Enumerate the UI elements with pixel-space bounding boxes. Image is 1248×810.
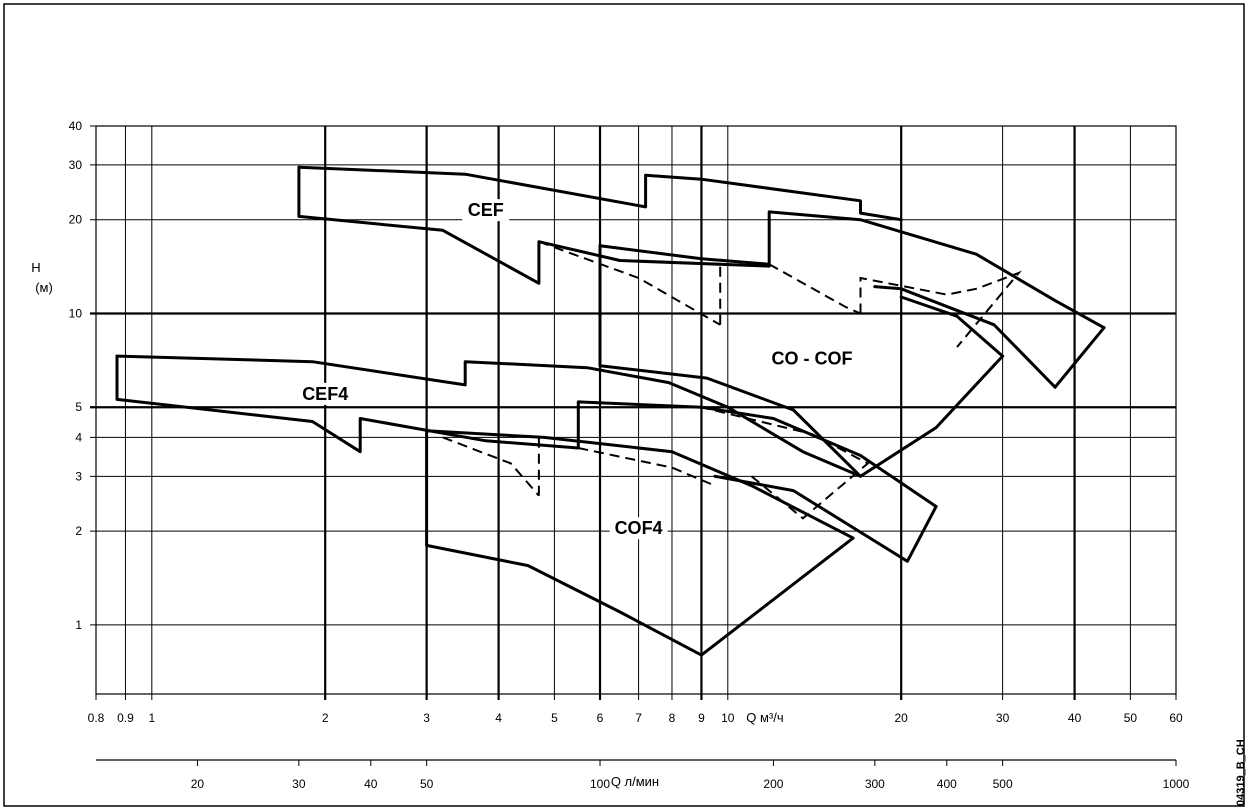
- performance-curve: [115, 354, 862, 478]
- performance-curve: [425, 429, 703, 657]
- region-label-text: CEF4: [302, 384, 348, 404]
- dashed-curve: [859, 270, 1022, 348]
- y-axis-unit: (м): [35, 280, 53, 295]
- x-axis-title-top: Q м³/ч: [746, 710, 783, 725]
- outer-border: [3, 3, 1245, 807]
- performance-curve: [425, 429, 855, 657]
- dashed-curve: [538, 240, 721, 326]
- region-label: COF4: [609, 517, 668, 540]
- x-tick-label-bottom: 500: [993, 777, 1013, 791]
- axes: 0.8 0.9 1 2 3 4 5 6 7 8 9 10 20 30 40 50 60 1 2 3 4 5 10 20 30 40…: [69, 119, 1190, 791]
- x-tick-label-bottom: 400: [937, 777, 957, 791]
- region-label-bg: [609, 517, 668, 540]
- performance-curve: [598, 244, 1005, 478]
- x-tick-label-bottom: 40: [364, 777, 378, 791]
- x-tick-label-bottom: 300: [865, 777, 885, 791]
- performance-curve: [873, 285, 1057, 389]
- x-tick-label-top: 7: [635, 711, 642, 725]
- dashed-curve: [442, 436, 540, 497]
- x-tick-label-top: 30: [996, 711, 1010, 725]
- region-label-text: COF4: [615, 518, 663, 538]
- x-tick-label-bottom: 50: [420, 777, 434, 791]
- region-label-bg: [462, 199, 510, 222]
- dashed-curve: [578, 447, 716, 487]
- x-tick-label-top: 4: [495, 711, 502, 725]
- performance-curve: [297, 165, 1106, 330]
- y-tick-label: 30: [69, 158, 83, 172]
- x-tick-label-top: 8: [669, 711, 676, 725]
- x-tick-label-top: 0.9: [117, 711, 134, 725]
- y-tick-label: 1: [75, 618, 82, 632]
- region-label-text: CEF: [468, 200, 504, 220]
- x-tick-label-bottom: 30: [292, 777, 306, 791]
- x-tick-label-top: 60: [1169, 711, 1183, 725]
- curves: [115, 165, 1106, 657]
- performance-curve: [899, 295, 1005, 358]
- region-label: CO - COF: [760, 347, 863, 370]
- reference-code: 04319_B_CH: [1235, 739, 1247, 806]
- grid: [90, 125, 1177, 700]
- y-axis-title: H: [31, 260, 40, 275]
- x-tick-label-top: 40: [1068, 711, 1082, 725]
- performance-curve: [297, 165, 903, 222]
- dashed-curve: [701, 406, 870, 520]
- region-label-bg: [760, 347, 863, 370]
- x-axis-title-bottom: Q л/мин: [611, 774, 659, 789]
- performance-curve: [713, 474, 938, 563]
- region-label: CEF: [462, 199, 510, 222]
- x-tick-label-bottom: 100: [590, 777, 610, 791]
- region-label-text: CO - COF: [771, 349, 852, 369]
- x-tick-label-top: 2: [322, 711, 329, 725]
- x-tick-label-top: 3: [423, 711, 430, 725]
- y-tick-label: 4: [75, 430, 82, 444]
- x-tick-label-top: 20: [895, 711, 909, 725]
- x-tick-label-top: 1: [148, 711, 155, 725]
- labels: CEF CO - COF CEF4 COF4: [296, 199, 863, 540]
- x-tick-label-bottom: 1000: [1163, 777, 1190, 791]
- x-tick-label-top: 6: [597, 711, 604, 725]
- y-tick-label: 2: [75, 524, 82, 538]
- y-tick-label: 3: [75, 469, 82, 483]
- region-label: CEF4: [296, 382, 355, 405]
- x-tick-label-top: 5: [551, 711, 558, 725]
- x-tick-label-bottom: 20: [191, 777, 205, 791]
- x-tick-label-top: 50: [1124, 711, 1138, 725]
- x-tick-label-top: 0.8: [88, 711, 105, 725]
- performance-curve: [115, 354, 938, 508]
- y-tick-label: 5: [75, 400, 82, 414]
- performance-curve: [598, 244, 771, 266]
- performance-curve: [1053, 326, 1106, 389]
- dashed-curve: [768, 263, 861, 315]
- region-label-bg: [296, 382, 355, 405]
- plot-frame: [95, 125, 1177, 695]
- x-tick-label-top: 9: [698, 711, 705, 725]
- x-tick-label-top: 10: [721, 711, 735, 725]
- x-tick-label-bottom: 200: [763, 777, 783, 791]
- y-tick-label: 40: [69, 119, 83, 133]
- y-tick-label: 10: [69, 306, 83, 320]
- y-tick-label: 20: [69, 213, 83, 227]
